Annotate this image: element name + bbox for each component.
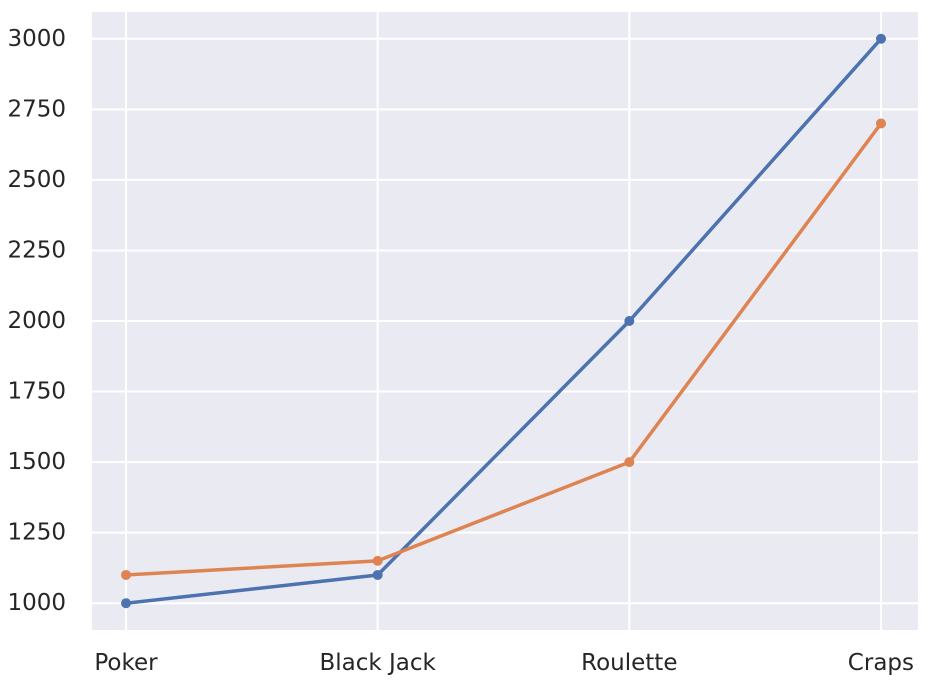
y-tick-label: 1500 xyxy=(7,449,66,475)
series-1 xyxy=(121,118,886,580)
data-point xyxy=(876,33,886,44)
y-tick-label: 1250 xyxy=(7,520,66,546)
y-tick-label: 3000 xyxy=(7,26,66,52)
data-point xyxy=(372,569,383,580)
series-group xyxy=(121,33,886,609)
y-tick-label: 2500 xyxy=(7,167,66,193)
y-tick-label: 1000 xyxy=(7,590,66,616)
data-point xyxy=(624,457,635,468)
data-point xyxy=(121,569,131,580)
data-point xyxy=(121,598,131,609)
x-axis-tick-labels: Poker Black Jack Roulette Craps xyxy=(94,650,914,676)
series-line xyxy=(124,121,883,577)
data-point xyxy=(624,316,635,326)
data-point xyxy=(372,555,383,566)
data-point xyxy=(876,118,886,129)
series-0 xyxy=(121,33,886,609)
series-line xyxy=(124,37,883,605)
y-tick-label: 2000 xyxy=(7,308,66,334)
x-tick-label: Black Jack xyxy=(319,650,436,676)
y-tick-label: 2250 xyxy=(7,237,66,263)
grid xyxy=(92,12,918,630)
y-tick-label: 1750 xyxy=(7,379,66,405)
x-tick-label: Poker xyxy=(94,650,158,676)
x-tick-label: Craps xyxy=(848,650,914,676)
y-tick-label: 2750 xyxy=(7,96,66,122)
x-tick-label: Roulette xyxy=(581,650,677,676)
y-axis-tick-labels: 1000 1250 1500 1750 2000 2250 2500 2750 3000 xyxy=(7,26,66,616)
